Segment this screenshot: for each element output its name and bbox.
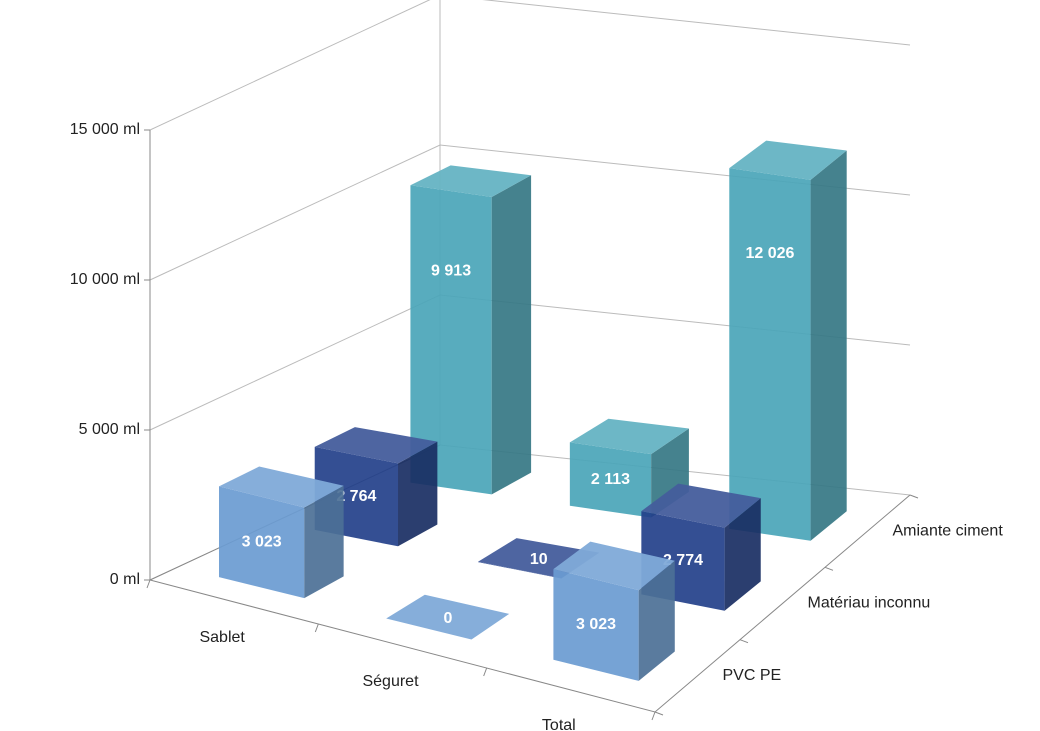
y-tick-label: 0 ml <box>110 571 140 588</box>
x-tick-label: Séguret <box>362 673 419 690</box>
bar-side <box>810 150 847 541</box>
x-tick <box>651 711 656 721</box>
value-label: 10 <box>530 551 548 568</box>
legend-label: Amiante ciment <box>893 522 1004 539</box>
bar-side <box>724 498 761 611</box>
bar <box>410 165 532 495</box>
bar-side <box>304 485 344 599</box>
bar-top <box>569 418 689 455</box>
x-tick <box>483 667 488 677</box>
z-tick <box>824 566 834 571</box>
x-tick-label: Total <box>542 717 576 731</box>
z-tick <box>909 494 919 499</box>
bar-side <box>491 175 532 495</box>
bar-front <box>729 168 811 541</box>
bar-side <box>398 441 438 547</box>
bar-front <box>569 442 652 518</box>
value-label: 3 023 <box>242 534 282 551</box>
bar <box>553 541 675 681</box>
bar-front <box>478 561 562 579</box>
z-tick <box>739 639 749 644</box>
bar <box>218 466 344 599</box>
bar-top <box>729 140 847 180</box>
value-label: 12 026 <box>745 245 794 262</box>
bar-top <box>410 165 532 198</box>
x-tick <box>314 623 319 633</box>
bar-top <box>218 466 344 508</box>
bar-top <box>641 483 761 528</box>
value-label: 0 <box>443 610 452 627</box>
bar <box>729 140 847 541</box>
value-label: 2 764 <box>336 488 376 505</box>
legend-label: PVC PE <box>723 667 782 684</box>
value-label: 9 913 <box>431 262 471 279</box>
value-label: 3 023 <box>576 616 616 633</box>
x-tick <box>146 579 151 589</box>
bar-front <box>218 486 305 599</box>
y-tick-label: 10 000 ml <box>70 271 140 288</box>
y-tick-label: 15 000 ml <box>70 121 140 138</box>
bar-top <box>314 427 438 464</box>
grid-line <box>149 0 911 131</box>
bar-side <box>638 560 675 681</box>
bar-front <box>410 185 492 495</box>
z-tick <box>654 711 664 716</box>
x-tick-label: Sablet <box>199 629 245 646</box>
y-tick-label: 5 000 ml <box>79 421 140 438</box>
bar-top <box>386 594 510 640</box>
bar-top <box>553 541 675 591</box>
bar-front <box>553 569 639 681</box>
legend-label: Matériau inconnu <box>808 595 931 612</box>
bar <box>386 594 510 640</box>
value-label: 2 113 <box>591 471 630 488</box>
